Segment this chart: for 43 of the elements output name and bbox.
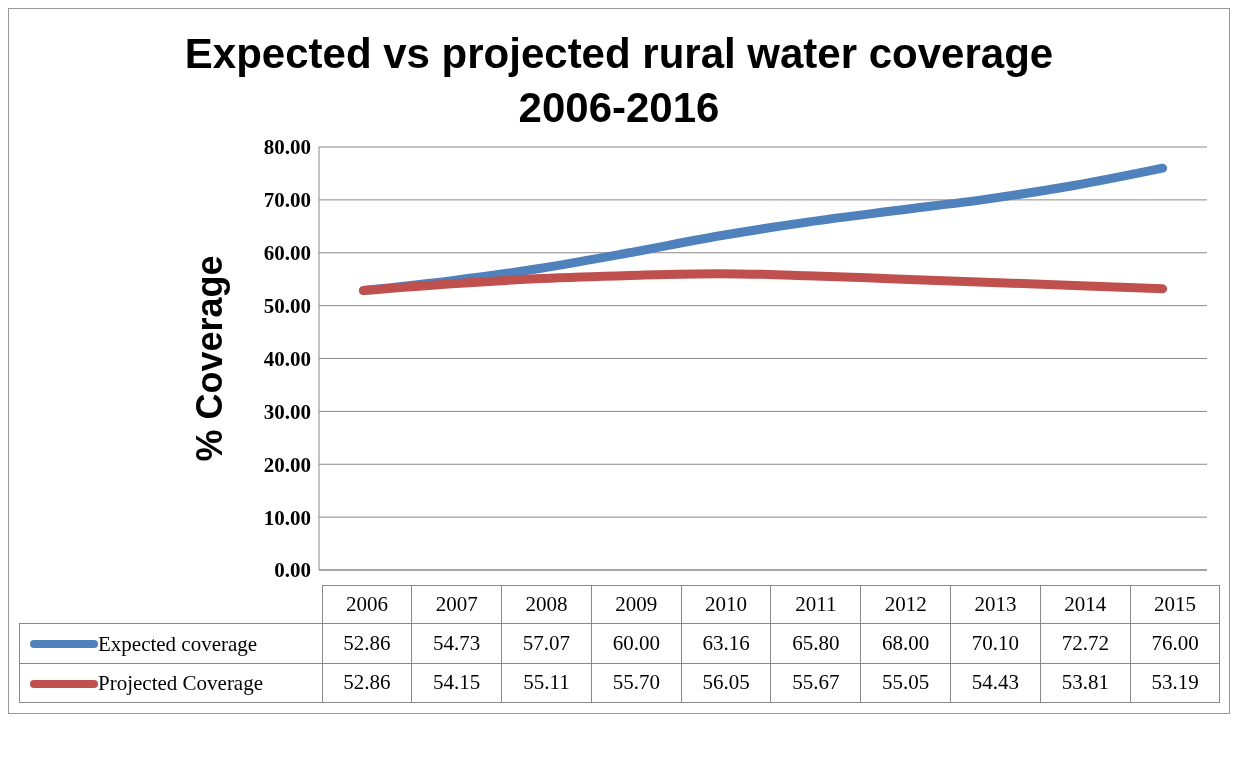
data-label: 70.10 bbox=[950, 623, 1041, 663]
chart-title: Expected vs projected rural water coverage 2006-2016 bbox=[183, 29, 1055, 133]
y-tick-label: 40.00 bbox=[263, 346, 311, 371]
x-tick-label: 2010 bbox=[681, 585, 771, 624]
data-label: 53.81 bbox=[1040, 663, 1131, 703]
data-label: 55.11 bbox=[501, 663, 592, 703]
y-tick-label: 10.00 bbox=[263, 505, 311, 530]
data-label: 55.05 bbox=[860, 663, 951, 703]
data-label: 68.00 bbox=[860, 623, 951, 663]
data-label: 72.72 bbox=[1040, 623, 1131, 663]
data-label: 60.00 bbox=[591, 623, 682, 663]
data-label: 53.19 bbox=[1130, 663, 1220, 703]
data-label: 54.43 bbox=[950, 663, 1041, 703]
data-label: 55.67 bbox=[770, 663, 861, 703]
x-tick-label: 2008 bbox=[501, 585, 592, 624]
y-tick-label: 30.00 bbox=[263, 399, 311, 424]
legend-label: Projected Coverage bbox=[98, 671, 264, 696]
data-label: 54.73 bbox=[411, 623, 502, 663]
x-tick-label: 2013 bbox=[950, 585, 1041, 624]
x-tick-label: 2012 bbox=[860, 585, 951, 624]
x-tick-label: 2011 bbox=[770, 585, 861, 624]
data-label: 54.15 bbox=[411, 663, 502, 703]
data-label: 76.00 bbox=[1130, 623, 1220, 663]
legend-label: Expected coverage bbox=[98, 631, 258, 657]
x-tick-label: 2015 bbox=[1130, 585, 1220, 624]
y-tick-label: 50.00 bbox=[263, 294, 311, 319]
y-tick-label: 60.00 bbox=[263, 241, 311, 266]
y-tick-label: 70.00 bbox=[263, 188, 311, 213]
data-label: 55.70 bbox=[591, 663, 682, 703]
data-label: 52.86 bbox=[322, 623, 412, 663]
data-label: 57.07 bbox=[501, 623, 592, 663]
data-label: 56.05 bbox=[681, 663, 771, 703]
x-tick-label: 2009 bbox=[591, 585, 682, 624]
data-label: 52.86 bbox=[322, 663, 412, 703]
data-label: 65.80 bbox=[770, 623, 861, 663]
y-axis-title: % Coverage bbox=[188, 255, 230, 462]
y-tick-label: 80.00 bbox=[263, 135, 311, 160]
x-tick-label: 2006 bbox=[322, 585, 412, 624]
data-label: 63.16 bbox=[681, 623, 771, 663]
y-tick-label: 20.00 bbox=[263, 452, 311, 477]
x-tick-label: 2007 bbox=[411, 585, 502, 624]
x-tick-label: 2014 bbox=[1040, 585, 1131, 624]
y-tick-label: 0.00 bbox=[274, 558, 311, 583]
